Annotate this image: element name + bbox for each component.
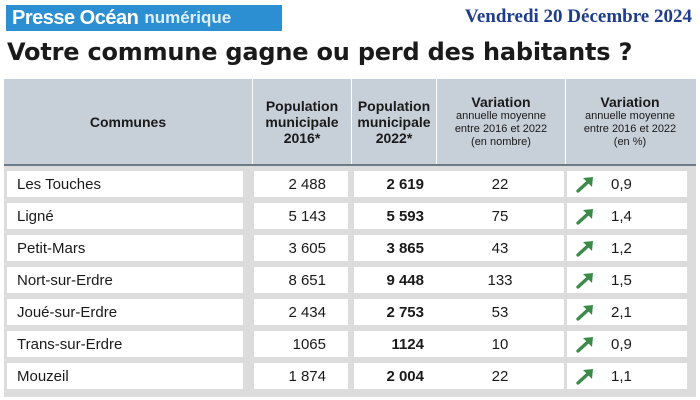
population-2022: 2 619 <box>354 171 444 197</box>
header-varn-line3: entre 2016 et 2022 <box>454 123 548 135</box>
table-row: Ligné 5 143 5 593 75 1,4 <box>4 201 696 230</box>
variation-nombre: 75 <box>436 203 564 229</box>
population-2016: 1 874 <box>254 363 348 389</box>
variation-nombre: 53 <box>436 299 564 325</box>
variation-nombre: 133 <box>436 267 564 293</box>
table-row: Nort-sur-Erdre 8 651 9 448 133 1,5 <box>4 265 696 294</box>
header-varn-line4: (en nombre) <box>471 136 531 148</box>
header-pop2016-line2: municipale <box>265 113 339 130</box>
arrow-up-right-icon <box>576 337 593 353</box>
column-header-pop2016: Population municipale 2016* <box>253 79 351 164</box>
header-communes-label: Communes <box>89 113 167 130</box>
variation-pct-cell: 1,5 <box>567 267 687 293</box>
population-2022: 3 865 <box>354 235 444 261</box>
variation-pct: 0,9 <box>611 335 632 353</box>
publication-date: Vendredi 20 Décembre 2024 <box>464 6 692 27</box>
population-2016: 5 143 <box>254 203 348 229</box>
arrow-up-right-icon <box>576 369 593 385</box>
header-pop2016-line3: 2016* <box>283 129 321 146</box>
header-varn-line1: Variation <box>471 94 531 110</box>
column-header-var-nombre: Variation annuelle moyenne entre 2016 et… <box>437 79 565 164</box>
variation-pct: 1,2 <box>611 239 632 257</box>
population-2016: 2 488 <box>254 171 348 197</box>
commune-name: Mouzeil <box>7 363 243 389</box>
column-header-var-pct: Variation annuelle moyenne entre 2016 et… <box>566 79 694 164</box>
header-divider <box>351 79 352 164</box>
table-row: Trans-sur-Erdre 1065 1124 10 0,9 <box>4 329 696 358</box>
commune-name: Petit-Mars <box>7 235 243 261</box>
population-2022: 2 004 <box>354 363 444 389</box>
table-row: Mouzeil 1 874 2 004 22 1,1 <box>4 361 696 390</box>
header-pop2022-line2: municipale <box>357 113 431 130</box>
logo-sub: numérique <box>144 8 232 27</box>
header-varp-line4: (en %) <box>613 136 647 148</box>
header-pop2016-line1: Population <box>265 97 339 114</box>
header-varp-line2: annuelle moyenne <box>585 110 675 122</box>
commune-name: Joué-sur-Erdre <box>7 299 243 325</box>
commune-name: Nort-sur-Erdre <box>7 267 243 293</box>
column-header-pop2022: Population municipale 2022* <box>352 79 436 164</box>
arrow-up-right-icon <box>576 241 593 257</box>
header-divider <box>252 79 253 164</box>
table-row: Les Touches 2 488 2 619 22 0,9 <box>4 169 696 198</box>
variation-pct-cell: 1,2 <box>567 235 687 261</box>
table-row: Joué-sur-Erdre 2 434 2 753 53 2,1 <box>4 297 696 326</box>
arrow-up-right-icon <box>576 209 593 225</box>
population-2016: 8 651 <box>254 267 348 293</box>
commune-name: Les Touches <box>7 171 243 197</box>
population-2022: 5 593 <box>354 203 444 229</box>
arrow-up-right-icon <box>576 177 593 193</box>
logo-brand: Presse Océan <box>12 6 139 29</box>
variation-nombre: 10 <box>436 331 564 357</box>
population-2016: 1065 <box>254 331 348 357</box>
presse-ocean-logo[interactable]: Presse Océan numérique <box>6 5 282 31</box>
population-2016: 2 434 <box>254 299 348 325</box>
variation-nombre: 22 <box>436 363 564 389</box>
variation-pct-cell: 2,1 <box>567 299 687 325</box>
variation-pct: 1,4 <box>611 207 632 225</box>
commune-name: Ligné <box>7 203 243 229</box>
variation-pct-cell: 0,9 <box>567 331 687 357</box>
population-2016: 3 605 <box>254 235 348 261</box>
commune-name: Trans-sur-Erdre <box>7 331 243 357</box>
header-pop2022-line1: Population <box>357 97 431 114</box>
header-divider <box>436 79 437 164</box>
page-title: Votre commune gagne ou perd des habitant… <box>7 38 633 66</box>
variation-pct: 1,5 <box>611 271 632 289</box>
header-divider <box>565 79 566 164</box>
column-header-communes: Communes <box>4 79 252 164</box>
variation-pct: 2,1 <box>611 303 632 321</box>
population-2022: 9 448 <box>354 267 444 293</box>
variation-pct: 1,1 <box>611 367 632 385</box>
table-row: Petit-Mars 3 605 3 865 43 1,2 <box>4 233 696 262</box>
variation-pct-cell: 0,9 <box>567 171 687 197</box>
header-pop2022-line3: 2022* <box>375 129 413 146</box>
variation-nombre: 43 <box>436 235 564 261</box>
population-2022: 2 753 <box>354 299 444 325</box>
table-header: Communes Population municipale 2016* Pop… <box>4 79 696 166</box>
variation-pct-cell: 1,1 <box>567 363 687 389</box>
header-varp-line1: Variation <box>600 94 660 110</box>
population-2022: 1124 <box>354 331 444 357</box>
arrow-up-right-icon <box>576 273 593 289</box>
population-table: Communes Population municipale 2016* Pop… <box>4 79 696 397</box>
variation-pct: 0,9 <box>611 175 632 193</box>
arrow-up-right-icon <box>576 305 593 321</box>
header-varp-line3: entre 2016 et 2022 <box>583 123 677 135</box>
header-varn-line2: annuelle moyenne <box>456 110 546 122</box>
variation-nombre: 22 <box>436 171 564 197</box>
variation-pct-cell: 1,4 <box>567 203 687 229</box>
